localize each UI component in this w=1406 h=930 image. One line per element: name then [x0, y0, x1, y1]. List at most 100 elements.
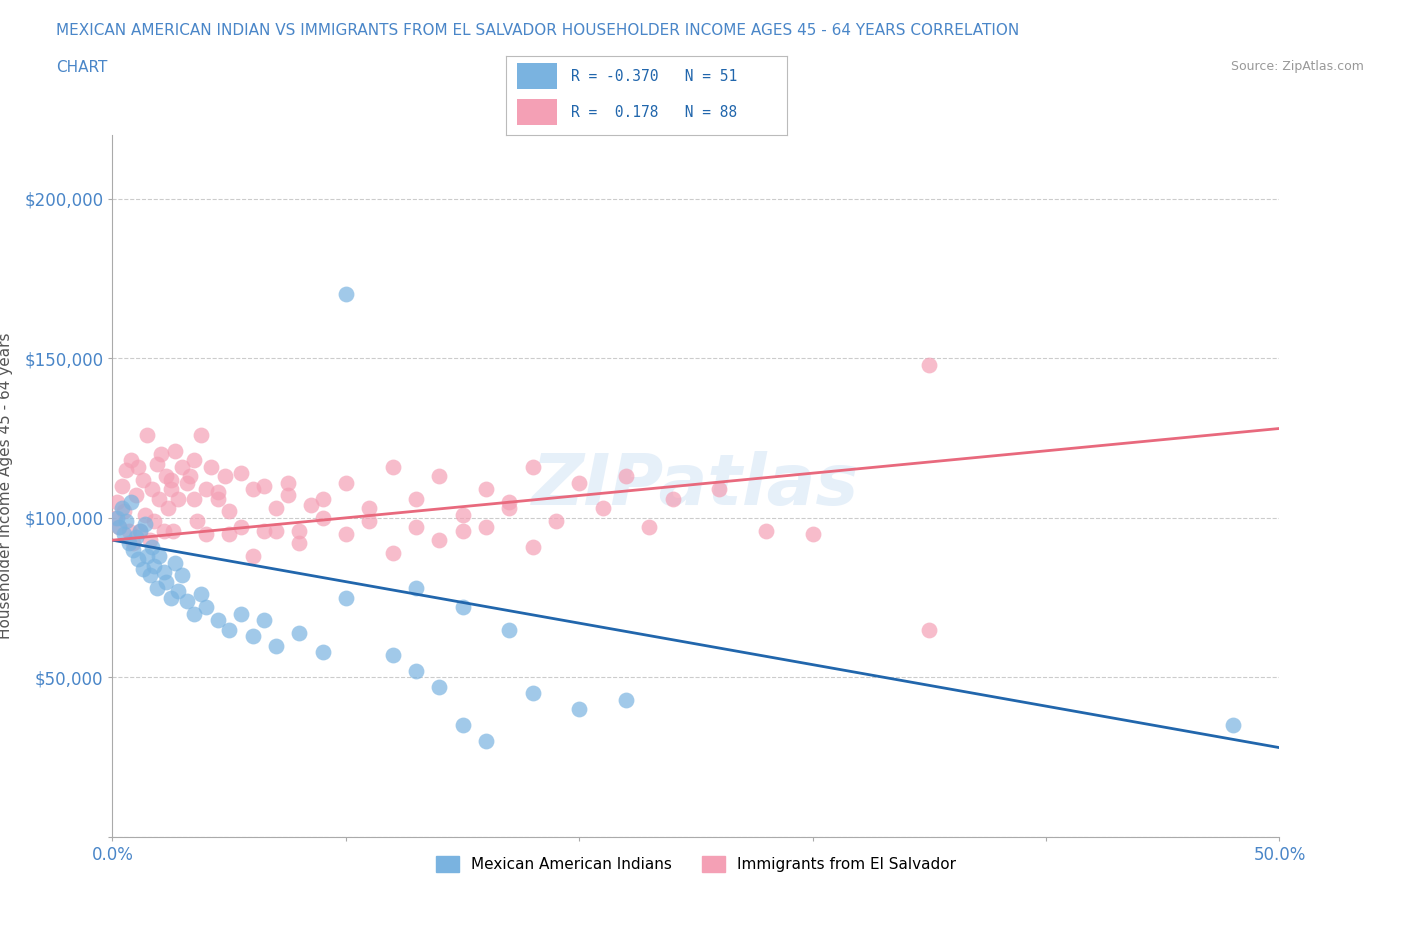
Point	[229, 606, 252, 621]
Point	[253, 479, 276, 494]
Point	[381, 546, 404, 561]
Point	[146, 456, 169, 471]
Point	[427, 469, 450, 484]
Point	[614, 692, 637, 707]
Point	[139, 568, 162, 583]
Point	[160, 591, 183, 605]
Point	[801, 526, 824, 541]
Point	[276, 488, 298, 503]
Point	[122, 542, 145, 557]
Point	[194, 600, 217, 615]
Point	[183, 453, 205, 468]
Point	[160, 482, 183, 497]
Point	[155, 574, 177, 589]
Point	[405, 491, 427, 506]
Point	[179, 469, 201, 484]
Point	[451, 600, 474, 615]
Point	[153, 565, 176, 579]
Point	[176, 593, 198, 608]
Point	[311, 491, 333, 506]
Point	[359, 513, 381, 528]
Point	[172, 459, 194, 474]
Point	[218, 504, 240, 519]
Point	[264, 524, 287, 538]
Point	[190, 428, 212, 443]
Point	[139, 533, 162, 548]
Point	[288, 524, 311, 538]
Point	[183, 491, 205, 506]
Point	[544, 513, 567, 528]
Bar	[517, 100, 557, 126]
Text: Source: ZipAtlas.com: Source: ZipAtlas.com	[1230, 60, 1364, 73]
Point	[427, 533, 450, 548]
Point	[451, 524, 474, 538]
Y-axis label: Householder Income Ages 45 - 64 years: Householder Income Ages 45 - 64 years	[0, 333, 13, 639]
Point	[136, 428, 159, 443]
Point	[127, 459, 149, 474]
Point	[186, 513, 208, 528]
Point	[104, 511, 127, 525]
Point	[214, 469, 236, 484]
Point	[172, 568, 194, 583]
Point	[153, 524, 176, 538]
Point	[755, 524, 778, 538]
Point	[134, 507, 156, 522]
Point	[288, 536, 311, 551]
Point	[335, 287, 357, 302]
Point	[475, 482, 498, 497]
Point	[112, 526, 135, 541]
Point	[118, 524, 141, 538]
Text: R =  0.178   N = 88: R = 0.178 N = 88	[571, 105, 737, 120]
Point	[498, 495, 520, 510]
Point	[125, 529, 148, 544]
Point	[150, 446, 173, 461]
Point	[276, 475, 298, 490]
Point	[207, 485, 229, 499]
Point	[160, 472, 183, 487]
Point	[105, 511, 128, 525]
Text: MEXICAN AMERICAN INDIAN VS IMMIGRANTS FROM EL SALVADOR HOUSEHOLDER INCOME AGES 4: MEXICAN AMERICAN INDIAN VS IMMIGRANTS FR…	[56, 23, 1019, 38]
Point	[148, 491, 170, 506]
Point	[592, 501, 614, 516]
Point	[207, 613, 229, 628]
Point	[190, 587, 212, 602]
Point	[143, 513, 166, 528]
Point	[335, 475, 357, 490]
Point	[335, 526, 357, 541]
Point	[120, 453, 142, 468]
Point	[522, 539, 544, 554]
Point	[127, 551, 149, 566]
Point	[125, 488, 148, 503]
Point	[475, 520, 498, 535]
Point	[166, 584, 188, 599]
Point	[522, 459, 544, 474]
Point	[311, 644, 333, 659]
Point	[498, 501, 520, 516]
Point	[136, 549, 159, 564]
Point	[229, 466, 252, 481]
Point	[200, 459, 222, 474]
Point	[132, 562, 155, 577]
Point	[105, 495, 128, 510]
Point	[111, 501, 134, 516]
Text: CHART: CHART	[56, 60, 108, 75]
Point	[183, 606, 205, 621]
Point	[359, 501, 381, 516]
Point	[207, 491, 229, 506]
Point	[918, 357, 941, 372]
Point	[405, 580, 427, 595]
Point	[335, 591, 357, 605]
Point	[115, 462, 138, 477]
Point	[288, 625, 311, 640]
Point	[141, 539, 163, 554]
Point	[218, 622, 240, 637]
Point	[709, 482, 731, 497]
Point	[229, 520, 252, 535]
Point	[194, 526, 217, 541]
Point	[522, 686, 544, 701]
Point	[451, 507, 474, 522]
Point	[242, 629, 264, 644]
Point	[264, 638, 287, 653]
Point	[166, 491, 188, 506]
Point	[638, 520, 661, 535]
